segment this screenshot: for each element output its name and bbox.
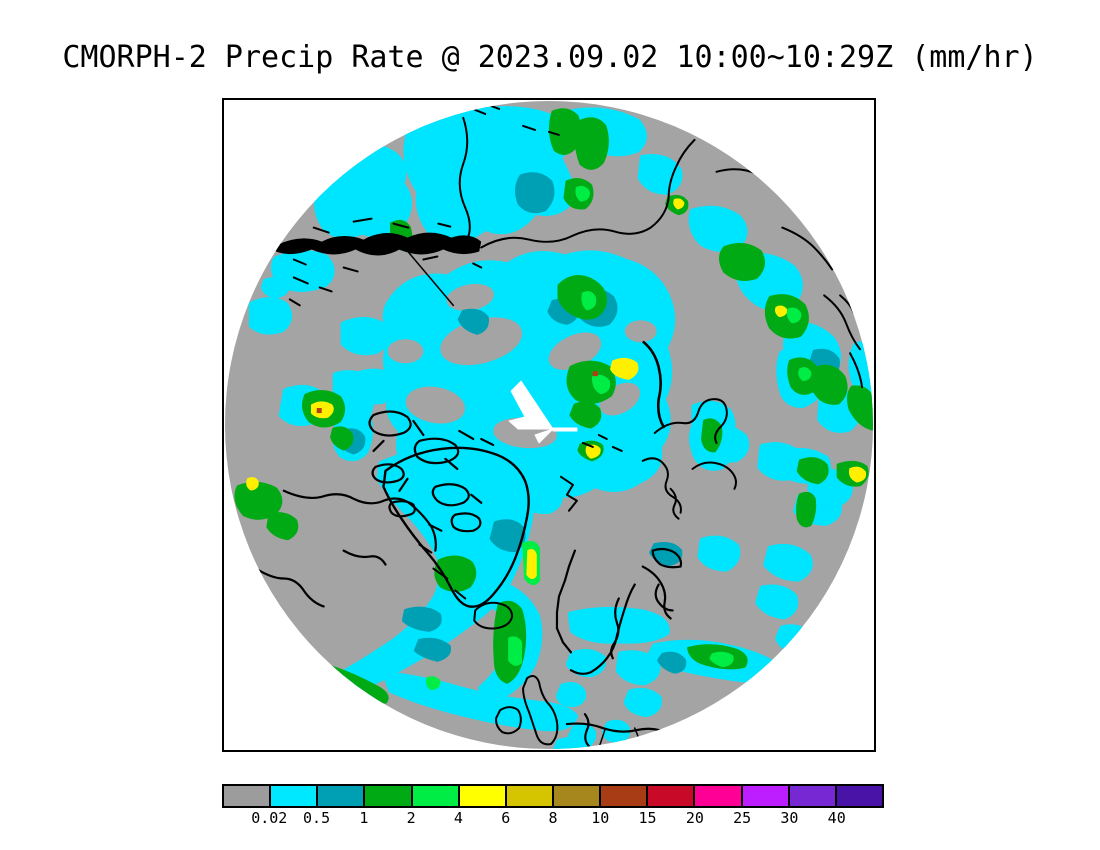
colorbar-cell [789, 786, 837, 806]
colorbar-label: 0.5 [303, 809, 331, 827]
coastlines [254, 104, 870, 749]
colorbar-cell [459, 786, 507, 806]
precip-extreme-pixels [316, 371, 598, 414]
colorbar [222, 784, 884, 808]
missing-data-wedge [508, 380, 578, 444]
precip-yellow-blobs [246, 198, 867, 580]
colorbar-cell [695, 786, 743, 806]
colorbar-label: 25 [733, 809, 752, 827]
colorbar-label: 15 [638, 809, 657, 827]
colorbar-labels: 0.02 0.5 1 2 4 6 8 10 15 20 25 30 40 [222, 809, 884, 831]
colorbar-cell [318, 786, 366, 806]
colorbar-cell [836, 786, 882, 806]
colorbar-label: 40 [827, 809, 846, 827]
page-title: CMORPH-2 Precip Rate @ 2023.09.02 10:00~… [62, 40, 1038, 75]
map-frame [222, 98, 876, 752]
colorbar-cell [224, 786, 272, 806]
colorbar-cell [365, 786, 413, 806]
precip-light-blobs [248, 106, 874, 750]
colorbar-cell [601, 786, 649, 806]
colorbar-cell [271, 786, 319, 806]
colorbar-label: 30 [780, 809, 799, 827]
colorbar-label: 20 [685, 809, 704, 827]
colorbar-label: 4 [453, 809, 463, 827]
colorbar-label: 0.02 [251, 809, 288, 827]
colorbar-cell [648, 786, 696, 806]
colorbar-cell [742, 786, 790, 806]
colorbar-label: 8 [548, 809, 558, 827]
colorbar-cell [553, 786, 602, 806]
colorbar-cell [412, 786, 460, 806]
precip-rain-blobs [234, 108, 874, 704]
colorbar-label: 10 [591, 809, 610, 827]
polar-map-svg [224, 100, 874, 750]
colorbar-label: 2 [406, 809, 416, 827]
colorbar-label: 1 [359, 809, 369, 827]
colorbar-cell [506, 786, 554, 806]
colorbar-label: 6 [501, 809, 511, 827]
